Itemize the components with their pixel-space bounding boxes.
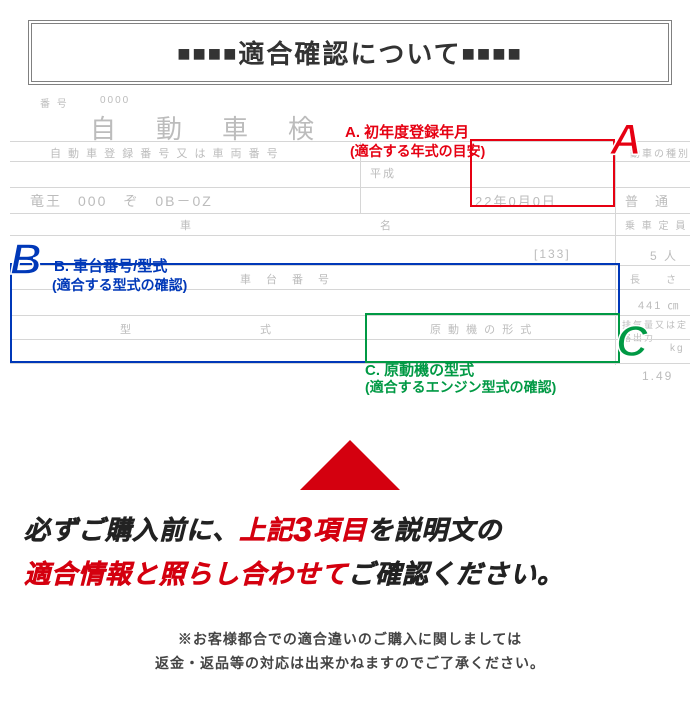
doc-sha: 車	[180, 217, 193, 233]
footer-l1: ※お客様都合での適合違いのご購入に関しましては	[178, 631, 522, 647]
doc-149: 1.49	[642, 369, 673, 383]
doc-row2-val: 竜王 000 ぞ 0B－0Z	[30, 191, 213, 211]
doc-joushatein: 乗 車 定 員	[625, 217, 687, 232]
doc-row1-label: 自 動 車 登 録 番 号 又 は 車 両 番 号	[50, 145, 280, 161]
doc-row4-val: [133]	[534, 247, 571, 261]
label-a-title: A. 初年度登録年月	[345, 121, 469, 142]
big-letter-a: A	[610, 115, 642, 165]
label-a-sub: (適合する年式の目安)	[350, 141, 485, 161]
doc-gonin: 5 人	[650, 247, 678, 264]
main-message-line1: 必ずご購入前に、上記3項目を説明文の	[24, 510, 502, 550]
doc-hline	[10, 213, 690, 214]
sq: ■	[192, 41, 207, 67]
doc-bangou-label: 番 号	[40, 95, 69, 110]
footer-note: ※お客様都合での適合違いのご購入に関しましては 返金・返品等の対応は出来かねます…	[0, 628, 700, 676]
msg-part: 適合情報と照らし合わせて	[24, 559, 348, 589]
doc-kg: kg	[670, 343, 685, 354]
msg-part: 必ずご購入前に、	[24, 515, 239, 545]
arrow-up-icon	[300, 440, 400, 490]
big-letter-b: B	[10, 235, 42, 285]
doc-bangou-val: 0000	[100, 95, 130, 106]
sq: ■	[208, 41, 223, 67]
sq: ■	[462, 41, 477, 67]
highlight-box-c	[365, 313, 620, 363]
sq: ■	[177, 41, 192, 67]
msg-part: 上記	[239, 515, 293, 545]
sq: ■	[223, 41, 238, 67]
header-box: ■■■■適合確認について■■■■	[28, 20, 672, 85]
msg-part: ご確認ください。	[348, 559, 564, 589]
label-b-title: B. 車台番号/型式	[54, 255, 167, 276]
header-title: ■■■■適合確認について■■■■	[177, 39, 523, 69]
msg-big3: 3	[293, 511, 313, 549]
label-b-sub: (適合する型式の確認)	[52, 275, 187, 295]
sq: ■	[477, 41, 492, 67]
msg-part: 項目	[313, 515, 367, 545]
header-title-text: 適合確認について	[238, 39, 461, 69]
doc-nagasa: 長 さ	[630, 271, 678, 286]
msg-part: を説明文の	[367, 515, 502, 545]
doc-mei: 名	[380, 217, 393, 233]
highlight-box-a	[470, 139, 615, 207]
doc-heisei: 平成	[370, 165, 396, 181]
sq: ■	[508, 41, 523, 67]
doc-futsuu: 普 通	[625, 191, 670, 210]
big-letter-c: C	[616, 317, 648, 367]
doc-441: 441 ㎝	[638, 297, 680, 313]
sq: ■	[492, 41, 507, 67]
label-c-sub: (適合するエンジン型式の確認)	[365, 377, 556, 397]
footer-l2: 返金・返品等の対応は出来かねますのでご了承ください。	[155, 655, 545, 671]
document-background: 番 号 0000 自動車検 自 動 車 登 録 番 号 又 は 車 両 番 号 …	[10, 95, 690, 390]
doc-hline	[10, 235, 690, 236]
doc-hline	[10, 363, 690, 364]
main-message-line2: 適合情報と照らし合わせてご確認ください。	[24, 554, 564, 591]
